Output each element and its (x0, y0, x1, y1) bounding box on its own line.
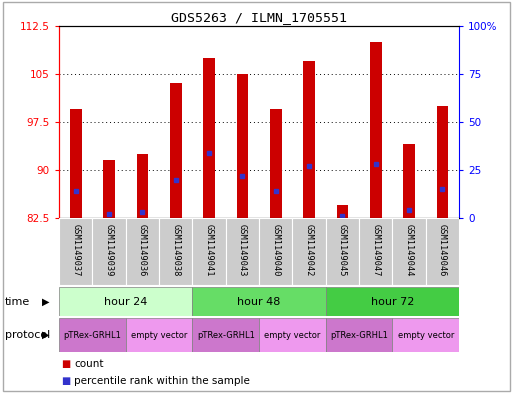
Text: GSM1149041: GSM1149041 (205, 224, 213, 276)
Text: GSM1149046: GSM1149046 (438, 224, 447, 276)
Text: ▶: ▶ (43, 297, 50, 307)
Bar (259, 318, 326, 352)
Bar (337, 205, 348, 218)
Text: hour 72: hour 72 (371, 297, 414, 307)
Text: GSM1149037: GSM1149037 (71, 224, 80, 276)
Bar (226, 218, 259, 285)
Text: GSM1149038: GSM1149038 (171, 224, 180, 276)
Text: ■: ■ (62, 376, 71, 386)
Text: GSM1149036: GSM1149036 (138, 224, 147, 276)
Bar (192, 218, 226, 285)
Bar (203, 58, 215, 218)
Bar (59, 287, 192, 316)
Text: ■: ■ (62, 358, 71, 369)
Bar (292, 218, 326, 285)
Text: hour 48: hour 48 (238, 297, 281, 307)
Bar (192, 318, 259, 352)
Bar (370, 42, 382, 218)
Bar (236, 73, 248, 218)
Bar (326, 287, 459, 316)
Text: GSM1149045: GSM1149045 (338, 224, 347, 276)
Text: GSM1149047: GSM1149047 (371, 224, 380, 276)
Bar (270, 109, 282, 218)
Text: GSM1149043: GSM1149043 (238, 224, 247, 276)
Bar (426, 218, 459, 285)
Text: pTRex-GRHL1: pTRex-GRHL1 (330, 331, 388, 340)
Text: hour 24: hour 24 (104, 297, 147, 307)
Text: pTRex-GRHL1: pTRex-GRHL1 (64, 331, 121, 340)
Text: empty vector: empty vector (264, 331, 321, 340)
Text: ▶: ▶ (43, 330, 50, 340)
Text: protocol: protocol (5, 330, 50, 340)
Bar (59, 218, 92, 285)
Bar (170, 83, 182, 218)
Text: pTRex-GRHL1: pTRex-GRHL1 (197, 331, 254, 340)
Bar (92, 218, 126, 285)
Bar (136, 154, 148, 218)
Bar (326, 218, 359, 285)
Text: empty vector: empty vector (131, 331, 187, 340)
Bar (159, 218, 192, 285)
Text: GSM1149039: GSM1149039 (105, 224, 113, 276)
Bar (403, 144, 415, 218)
Bar (392, 318, 459, 352)
Bar (392, 218, 426, 285)
Text: count: count (74, 358, 104, 369)
Bar (70, 109, 82, 218)
Text: empty vector: empty vector (398, 331, 454, 340)
Text: GSM1149044: GSM1149044 (405, 224, 413, 276)
Bar (59, 318, 126, 352)
Bar (126, 318, 192, 352)
Title: GDS5263 / ILMN_1705551: GDS5263 / ILMN_1705551 (171, 11, 347, 24)
Bar (103, 160, 115, 218)
Text: time: time (5, 297, 30, 307)
Text: GSM1149040: GSM1149040 (271, 224, 280, 276)
Bar (303, 61, 315, 218)
Bar (359, 218, 392, 285)
Text: GSM1149042: GSM1149042 (305, 224, 313, 276)
Bar (192, 287, 326, 316)
Bar (259, 218, 292, 285)
Text: percentile rank within the sample: percentile rank within the sample (74, 376, 250, 386)
Bar (326, 318, 392, 352)
Bar (437, 106, 448, 218)
Bar (126, 218, 159, 285)
